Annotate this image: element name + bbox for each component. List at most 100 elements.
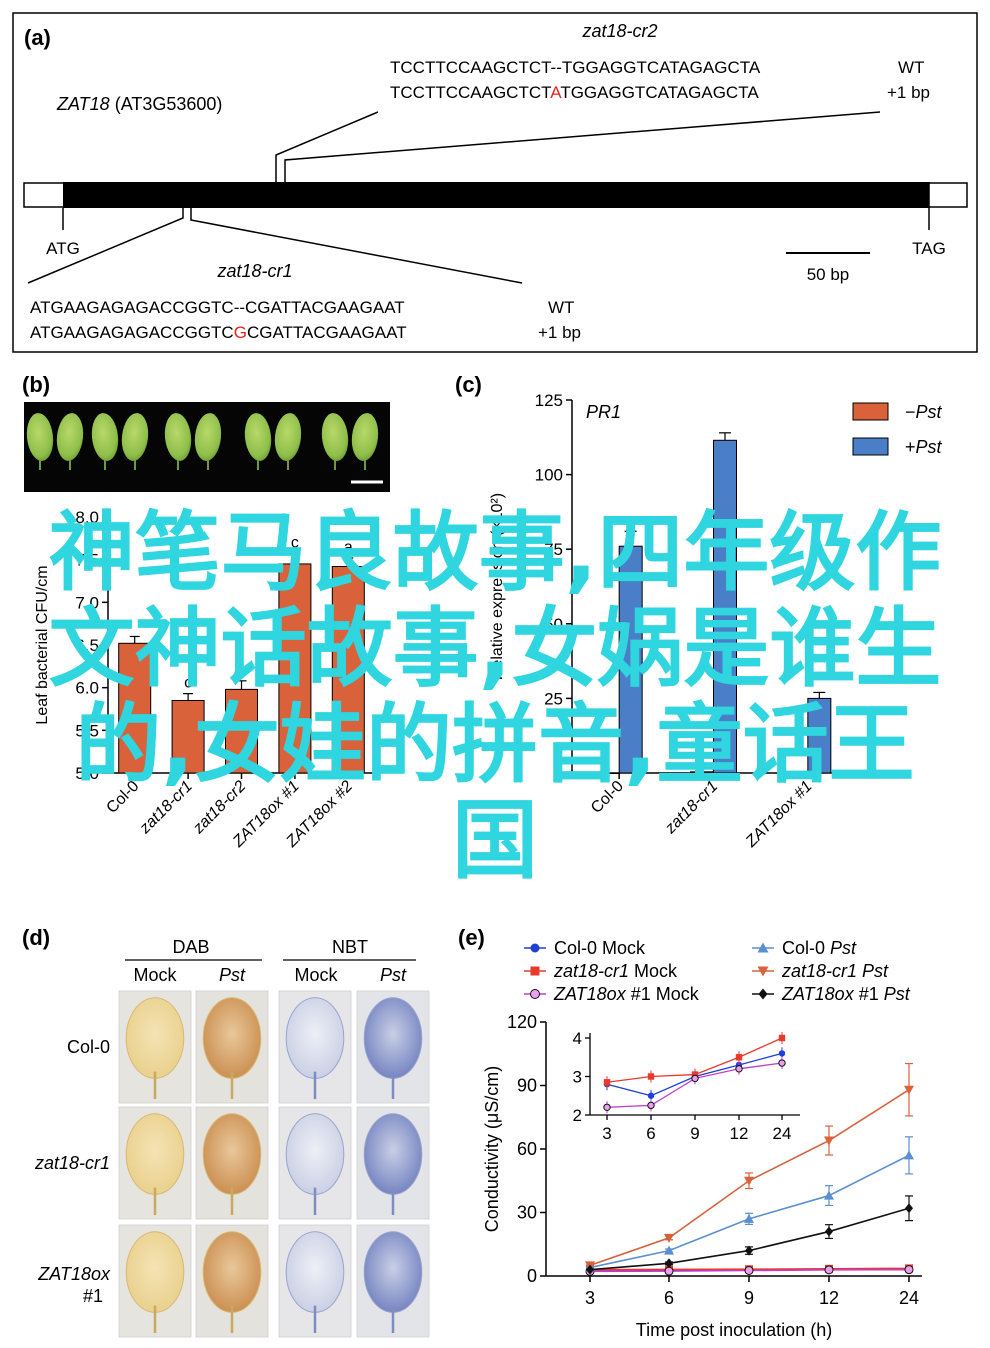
y-axis-label: Relative expression (×10²)	[489, 493, 506, 680]
leaf-photo	[24, 402, 390, 492]
legend-e: Col-0 Mock Col-0 Pst zat18-cr1 Mock zat18-c…	[524, 938, 911, 1004]
stain-cell	[195, 1224, 269, 1338]
significance-letter: c	[291, 535, 299, 552]
seedling-leaf	[26, 413, 54, 461]
watermark-line: 国	[452, 791, 538, 891]
row-ox: ZAT18ox	[37, 1264, 111, 1284]
marker	[664, 1245, 674, 1255]
stain-cell	[195, 1106, 269, 1220]
seedling-leaf	[91, 413, 119, 461]
legend-label: ZAT18ox #1 Mock	[553, 984, 700, 1004]
cr2-wt-seq: TCCTTCCAAGCTCT--TGGAGGTCATAGAGCTA	[390, 58, 761, 77]
marker	[744, 1265, 754, 1275]
y-tick-label: 120	[507, 1012, 537, 1032]
seedling-leaf	[274, 413, 302, 461]
y-tick-label: 6.0	[75, 679, 99, 698]
inset-y-tick-label: 4	[573, 1029, 582, 1048]
cr1-wt-seq: ATGAAGAGAGACCGGTC--CGATTACGAAGAAT	[30, 298, 405, 317]
panel-b-label: (b)	[22, 372, 50, 397]
marker	[824, 1265, 834, 1275]
y-tick-label: 5.0	[75, 764, 99, 783]
seedling-leaf	[56, 413, 84, 461]
marker	[824, 1136, 834, 1146]
cr2-wt-tag: WT	[898, 58, 924, 77]
legend-label: Col-0 Mock	[554, 938, 646, 958]
x-tick-label: 9	[744, 1288, 754, 1308]
marker	[904, 1265, 914, 1275]
inset-chart: 2 3 4 3 6 9 12 24	[567, 1028, 805, 1143]
marker	[665, 1258, 673, 1269]
y-tick-label: 100	[535, 466, 563, 485]
legend-label: −Pst	[905, 402, 943, 422]
panel-e-label: (e)	[458, 925, 485, 950]
cr2-insertion: A	[550, 83, 562, 102]
marker	[647, 1101, 655, 1110]
y-tick-label: 7.0	[75, 593, 99, 612]
y-tick-label: 0	[554, 764, 563, 783]
marker	[778, 1034, 786, 1042]
significance-letter: c	[238, 662, 246, 679]
marker	[664, 1266, 674, 1276]
cr1-wt-tag: WT	[548, 298, 574, 317]
marker	[530, 966, 540, 976]
marker	[758, 988, 768, 1000]
gene-utr-5	[23, 182, 65, 208]
panel-d: (d) DAB NBT Mock Pst Mock Pst Col-0 zat1…	[22, 925, 430, 1338]
marker	[647, 1092, 655, 1099]
legend-label: zat18-cr1 Mock	[553, 961, 678, 981]
inset-x-tick-label: 9	[690, 1124, 699, 1143]
stained-leaf	[285, 997, 345, 1079]
stained-leaf	[202, 997, 262, 1079]
significance-letter: c	[184, 675, 192, 692]
stain-cell	[195, 990, 269, 1104]
x-tick-label: 12	[819, 1288, 839, 1308]
col-dab-pst: Pst	[219, 965, 246, 985]
marker	[744, 1213, 754, 1223]
stain-cell	[118, 1106, 192, 1220]
marker	[904, 1150, 914, 1160]
legend-swatch	[852, 437, 889, 456]
stained-leaf	[202, 1113, 262, 1195]
cr1-callout-left	[27, 208, 184, 284]
stained-leaf	[363, 997, 423, 1079]
group-dab: DAB	[172, 937, 209, 957]
col-nbt-mock: Mock	[294, 965, 338, 985]
inset-x-tick-label: 6	[646, 1124, 655, 1143]
cr1-name: zat18-cr1	[216, 261, 292, 281]
gene-cds	[63, 182, 930, 208]
gene-utr-3	[928, 182, 968, 208]
stained-leaf	[285, 1113, 345, 1195]
bar	[331, 565, 365, 774]
cr2-callout-right	[284, 111, 881, 182]
seedling-leaf	[194, 413, 222, 461]
row-cr1: zat18-cr1	[34, 1153, 110, 1173]
y-axis-label: Conductivity (μS/cm)	[482, 1066, 502, 1232]
stain-cell	[278, 1106, 352, 1220]
panel-e: (e) Col-0 Mock Col-0 Pst zat18-cr1 Mock zat…	[458, 925, 922, 1340]
watermark-overlay: 神笔马良故事,四年级作 文神话故事,女娲是谁生 的,女娃的拼音,童话王 国	[0, 505, 990, 889]
seedling-leaf	[351, 413, 379, 461]
stained-leaf	[363, 1113, 423, 1195]
marker	[778, 1059, 786, 1067]
marker	[745, 1245, 753, 1256]
x-axis-label: Time post inoculation (h)	[636, 1320, 832, 1340]
marker	[586, 1264, 594, 1275]
legend-label: Col-0 Pst	[782, 938, 857, 958]
cr2-mut-seq: TCCTTCCAAGCTCTATGGAGGTCATAGAGCTA	[390, 83, 759, 102]
inset-y-tick-label: 3	[573, 1068, 582, 1087]
seedling-leaf	[164, 413, 192, 461]
seedling-leaf	[321, 413, 349, 461]
marker	[664, 1233, 674, 1243]
cr2-callout-left	[275, 111, 379, 182]
cr1-mut-tag: +1 bp	[538, 323, 581, 342]
tag-label: TAG	[912, 239, 946, 258]
y-tick-label: 7.5	[75, 551, 99, 570]
seedling-leaf	[121, 413, 149, 461]
marker	[530, 989, 540, 999]
marker	[824, 1190, 834, 1200]
marker	[735, 1065, 743, 1073]
inset-x-tick-label: 24	[773, 1124, 792, 1143]
row-col0: Col-0	[67, 1037, 110, 1057]
stain-cell	[118, 990, 192, 1104]
